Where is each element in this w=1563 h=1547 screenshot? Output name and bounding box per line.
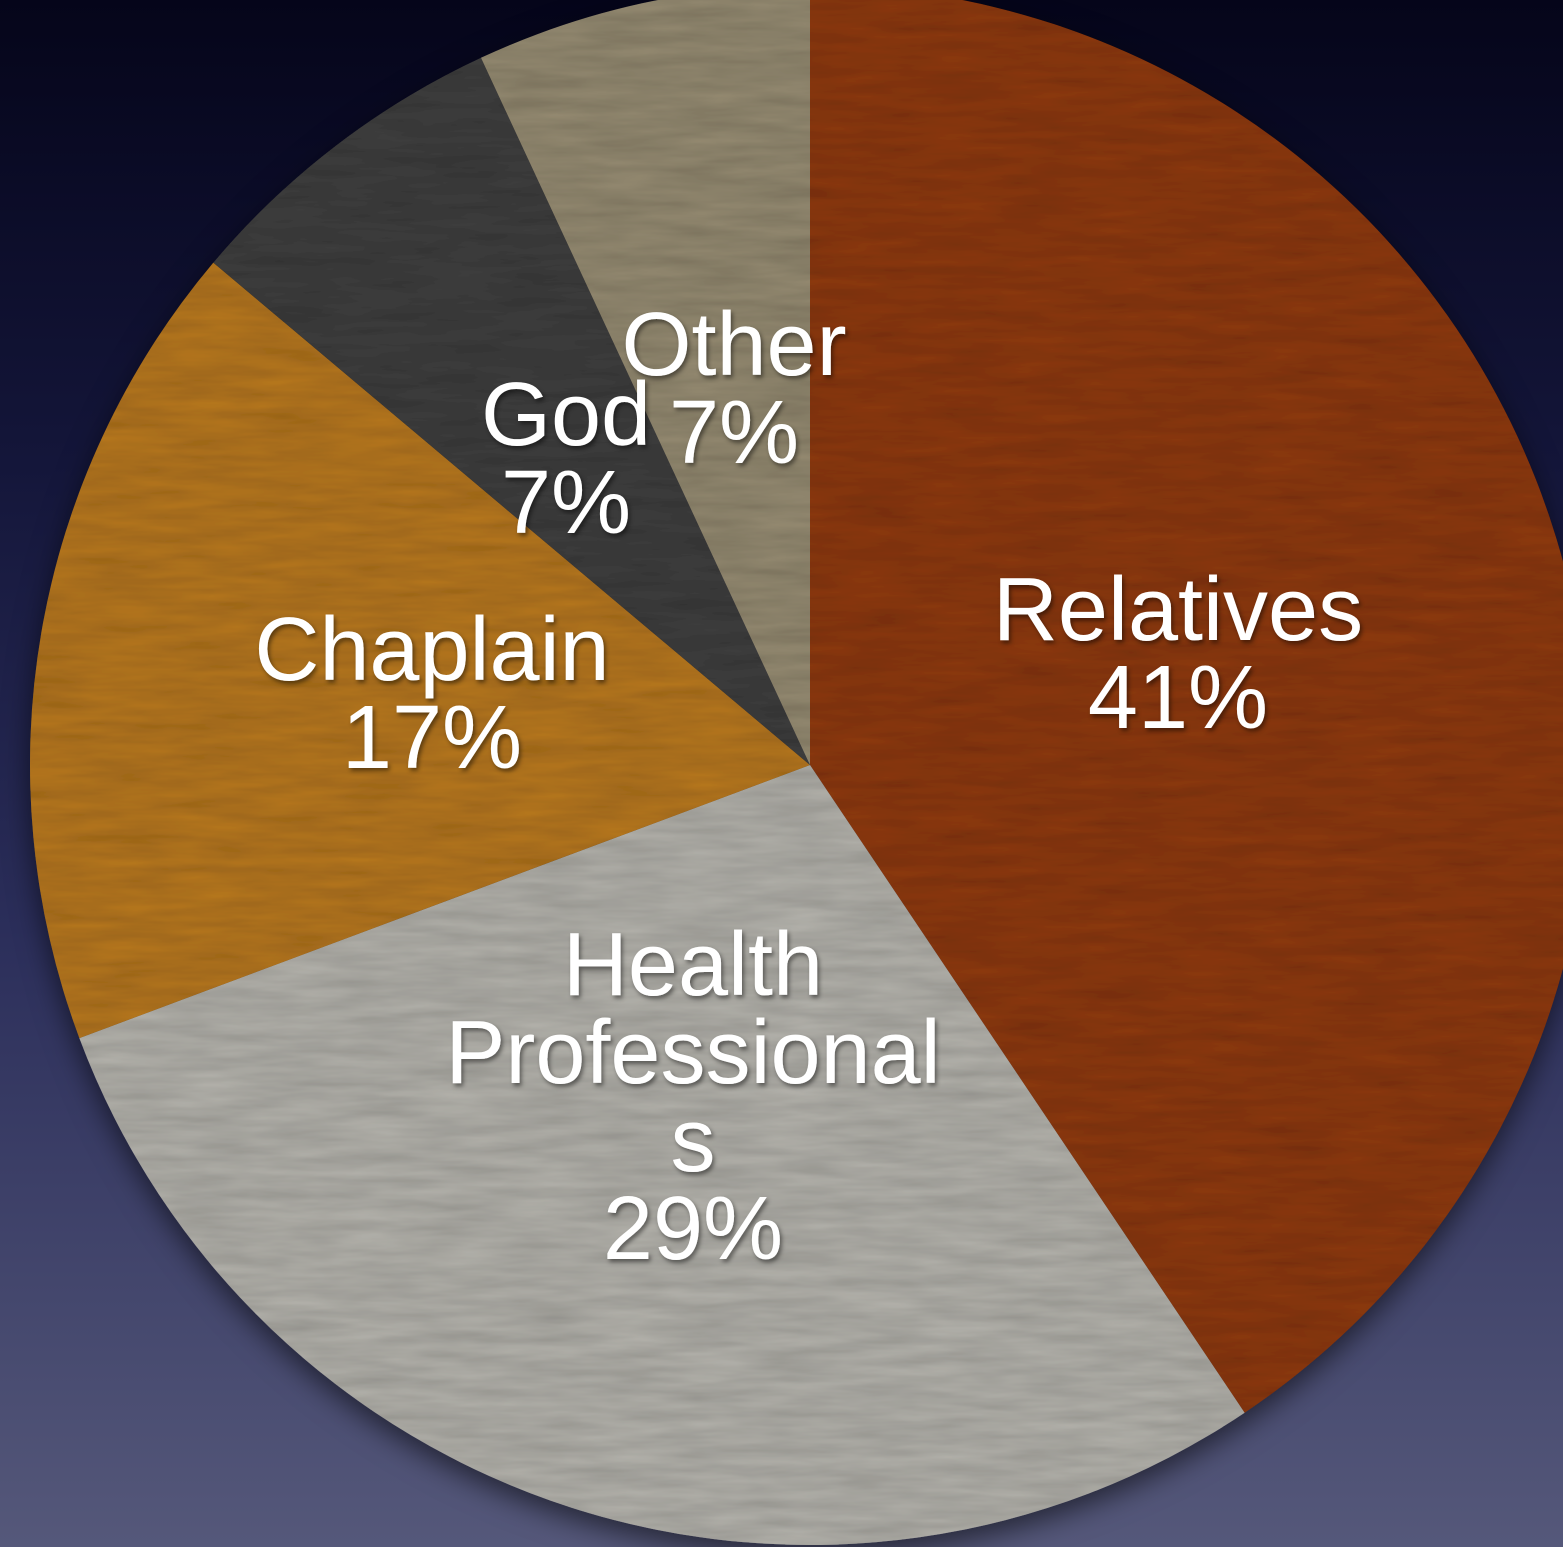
pie-slice-other xyxy=(480,0,810,765)
pie-labels: Relatives 41% Health Professional s 29% Chapla… xyxy=(254,295,1363,1279)
slice-name-line-health-professionals: Professional xyxy=(445,1003,940,1103)
slice-name-line-relatives: Relatives xyxy=(993,560,1363,660)
slice-name-line-chaplain: Chaplain xyxy=(254,600,609,700)
slice-percent-god: 7% xyxy=(501,453,631,553)
slice-name-line-health-professionals: Health xyxy=(563,915,823,1015)
slice-name-line-health-professionals: s xyxy=(671,1091,716,1191)
slice-name-line-god: God xyxy=(481,365,651,465)
slice-percent-health-professionals: 29% xyxy=(603,1179,783,1279)
pie-slice-health-professionals xyxy=(79,765,1245,1546)
pie-slice-relatives xyxy=(810,0,1563,1413)
slice-label-other: Other 7% xyxy=(621,295,846,483)
pie-slices xyxy=(29,0,1563,1546)
slice-label-health-professionals: Health Professional s 29% xyxy=(445,915,940,1279)
slice-percent-other: 7% xyxy=(669,383,799,483)
slice-label-chaplain: Chaplain 17% xyxy=(254,600,609,788)
slice-percent-relatives: 41% xyxy=(1088,648,1268,748)
pie-slice-chaplain xyxy=(29,262,811,1039)
slice-percent-chaplain: 17% xyxy=(342,688,522,788)
slice-label-god: God 7% xyxy=(481,365,651,553)
slice-label-relatives: Relatives 41% xyxy=(993,560,1363,748)
slice-name-line-other: Other xyxy=(621,295,846,395)
pie-slice-god xyxy=(213,57,810,766)
